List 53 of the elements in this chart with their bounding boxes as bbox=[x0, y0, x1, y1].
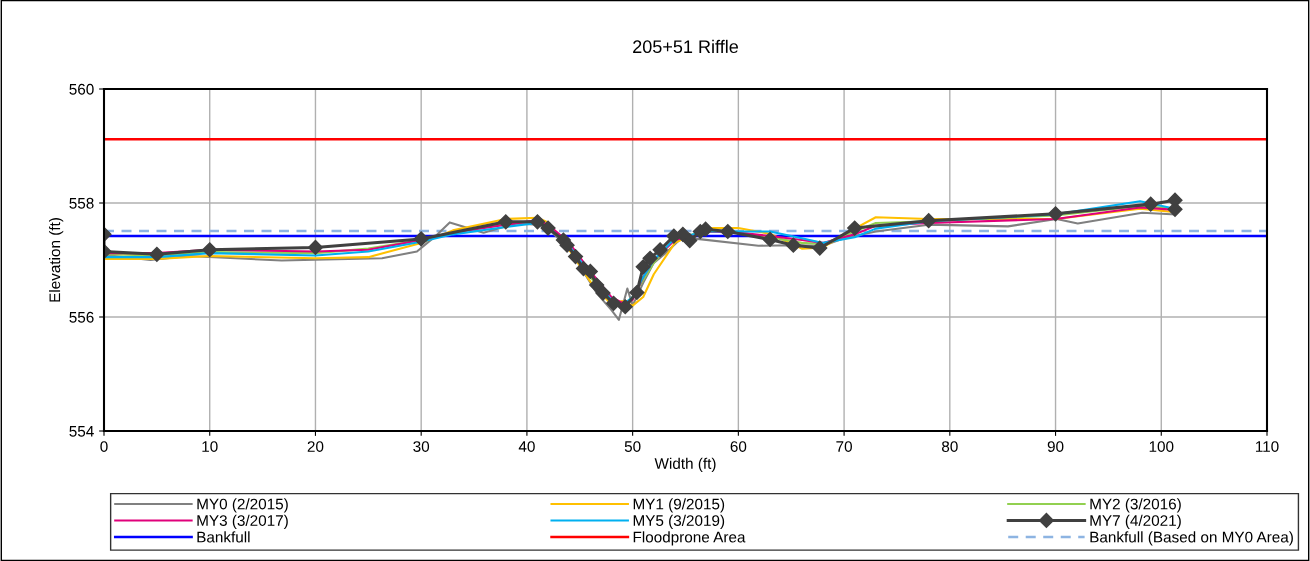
x-tick-label: 100 bbox=[1149, 441, 1174, 452]
point bbox=[682, 233, 698, 249]
point bbox=[589, 277, 605, 293]
point bbox=[595, 285, 611, 301]
point bbox=[529, 214, 546, 230]
point bbox=[762, 231, 778, 248]
chart-title: 205+51 Riffle bbox=[633, 39, 738, 54]
x-tick-label: 30 bbox=[413, 441, 430, 452]
x-axis-title: Width (ft) bbox=[654, 457, 716, 472]
x-tick-label: 50 bbox=[624, 441, 641, 452]
point bbox=[498, 214, 514, 230]
legend-label: Floodprone Area bbox=[633, 531, 746, 546]
point bbox=[606, 295, 622, 311]
y-tick-label: 558 bbox=[69, 197, 94, 209]
point bbox=[540, 220, 556, 236]
legend-label: Bankfull (Based on MY0 Area) bbox=[1090, 531, 1293, 546]
y-tick-label: 556 bbox=[69, 311, 94, 323]
point bbox=[617, 299, 633, 315]
point bbox=[785, 237, 801, 253]
legend-label: MY1 (9/2015) bbox=[633, 498, 725, 513]
point bbox=[720, 223, 736, 240]
x-tick-label: 60 bbox=[730, 441, 747, 452]
x-tick-label: 80 bbox=[941, 441, 958, 452]
point bbox=[642, 250, 658, 266]
point bbox=[629, 284, 645, 301]
x-tick-label: 20 bbox=[307, 441, 324, 452]
x-tick-label: 40 bbox=[518, 441, 535, 452]
legend-label: MY7 (4/2021) bbox=[1090, 514, 1181, 529]
y-axis-title: Elevation (ft) bbox=[48, 218, 64, 302]
legend-label: MY0 (2/2015) bbox=[197, 498, 288, 513]
point bbox=[1047, 206, 1064, 222]
y-tick-label: 560 bbox=[69, 83, 94, 95]
point bbox=[921, 213, 937, 229]
x-tick-label: 10 bbox=[202, 441, 218, 452]
point bbox=[635, 259, 651, 275]
point bbox=[652, 242, 668, 258]
point bbox=[847, 220, 863, 236]
point bbox=[812, 240, 828, 256]
x-tick-label: 70 bbox=[836, 441, 852, 452]
y-tick-label: 554 bbox=[69, 426, 94, 437]
point bbox=[149, 246, 165, 262]
legend-label: MY2 (3/2016) bbox=[1090, 498, 1181, 513]
x-tick-label: 90 bbox=[1047, 441, 1064, 452]
point bbox=[413, 231, 429, 247]
point bbox=[307, 239, 324, 256]
point bbox=[567, 249, 584, 265]
point bbox=[1143, 196, 1159, 212]
point bbox=[202, 242, 218, 258]
legend-label: MY5 (3/2019) bbox=[633, 514, 725, 529]
x-tick-label: 110 bbox=[1255, 441, 1279, 452]
legend-label: Bankfull bbox=[197, 531, 250, 543]
legend-label: MY3 (3/2017) bbox=[197, 514, 288, 529]
x-tick-label: 0 bbox=[100, 441, 108, 452]
